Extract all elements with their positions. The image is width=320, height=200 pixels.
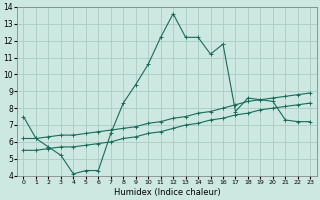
X-axis label: Humidex (Indice chaleur): Humidex (Indice chaleur) <box>114 188 220 197</box>
